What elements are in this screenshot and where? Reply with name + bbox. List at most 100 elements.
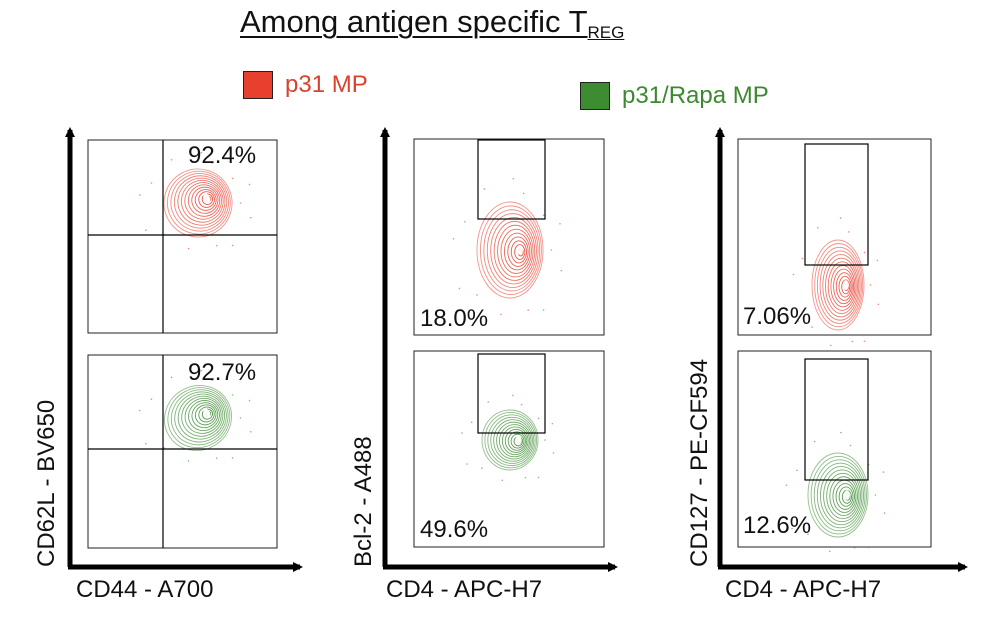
outlier-dot-0-1	[215, 457, 218, 459]
outlier-dot-1-1	[544, 439, 546, 441]
outlier-dot-2-1	[807, 533, 809, 536]
contour-0-0	[163, 168, 233, 238]
contour-0-0-level	[167, 170, 231, 235]
figure-title-main: Among antigen specific T	[240, 4, 588, 39]
contour-1-0-level	[476, 201, 544, 299]
outlier-dot-2-0	[876, 259, 879, 262]
contour-2-0-level	[816, 246, 862, 324]
rectangle-gate-2-0	[804, 143, 869, 266]
outlier-dot-1-1	[524, 476, 527, 479]
outlier-dot-2-0	[816, 226, 819, 229]
contour-0-0-level	[177, 177, 226, 226]
outlier-dot-1-1	[501, 479, 504, 482]
outlier-dot-2-1	[796, 469, 798, 472]
outlier-dot-1-0	[527, 309, 529, 312]
legend-label-p31-rapa: p31/Rapa MP	[622, 82, 769, 109]
outlier-dot-2-0	[839, 217, 842, 219]
contour-2-0-level	[827, 261, 857, 311]
outlier-dot-0-1	[249, 430, 252, 433]
percent-label-cd127-rapa: 12.6%	[743, 512, 812, 539]
figure-title: Among antigen specific TREG	[240, 4, 624, 43]
outlier-dot-2-1	[853, 546, 856, 549]
outlier-dot-2-1	[840, 431, 842, 434]
contour-1-1-level	[481, 409, 539, 471]
outlier-dot-2-1	[867, 546, 870, 549]
contour-0-1-level	[167, 387, 231, 449]
contour-1-0-level	[493, 220, 536, 281]
outlier-dot-1-1	[466, 463, 468, 465]
contour-1-1-level	[487, 414, 536, 467]
contour-2-0-level	[825, 257, 858, 315]
percent-label-cd62l-p31: 92.4%	[188, 142, 257, 169]
contour-2-1-level	[823, 469, 861, 523]
plot-panel-2-1	[737, 350, 932, 548]
contour-2-0-level	[833, 268, 855, 305]
contour-1-0-core	[516, 245, 523, 255]
contour-2-0-level	[822, 254, 860, 318]
outlier-dot-0-1	[200, 369, 203, 372]
outlier-dot-0-1	[239, 417, 242, 419]
outlier-dot-1-0	[464, 220, 466, 223]
outlier-dot-1-0	[458, 287, 461, 290]
outlier-dot-2-1	[882, 471, 885, 473]
plot-panel-0-1	[87, 354, 278, 549]
contour-0-1-level	[181, 395, 224, 437]
contour-0-1-level	[198, 406, 215, 423]
contour-0-0-level	[180, 179, 224, 223]
contour-1-1-level	[501, 426, 529, 456]
percent-label-bcl2-rapa: 49.6%	[420, 516, 489, 543]
contour-0-0-level	[163, 168, 233, 238]
outlier-dot-1-0	[476, 294, 478, 296]
contour-2-0-core	[842, 280, 849, 290]
contour-1-0-level	[497, 224, 534, 278]
outlier-dot-0-0	[138, 194, 141, 196]
legend-swatch-p31	[243, 71, 273, 99]
outlier-dot-2-1	[791, 527, 793, 530]
legend-label-p31: p31 MP	[285, 71, 368, 98]
outlier-dot-0-0	[248, 183, 251, 186]
contour-1-0-level	[507, 236, 529, 267]
contour-2-1-level	[838, 486, 854, 507]
contour-2-1-level	[813, 459, 866, 532]
outlier-dot-1-1	[537, 417, 540, 420]
outlier-dot-1-1	[481, 467, 483, 469]
outlier-dot-1-0	[560, 269, 562, 272]
contour-0-1-level	[191, 402, 219, 429]
outlier-dot-0-1	[231, 457, 234, 459]
contour-1-0-level	[490, 217, 537, 285]
contour-0-0-level	[194, 188, 217, 211]
outlier-dot-1-1	[552, 452, 555, 454]
contour-1-1-level	[504, 428, 528, 453]
outlier-dot-0-0	[249, 216, 252, 219]
contour-1-1-level	[498, 424, 531, 458]
outlier-dot-2-0	[877, 303, 880, 306]
plot-panel-2-0	[737, 138, 932, 336]
contour-2-1-level	[829, 476, 858, 516]
rectangle-gate-2-1	[804, 358, 869, 481]
outlier-dot-0-1	[211, 379, 213, 382]
contour-2-0-level	[814, 243, 864, 328]
contour-1-0-level	[514, 244, 526, 260]
contour-1-0-level	[486, 213, 539, 288]
x-axis-label-cd4-b: CD4 - APC-H7	[725, 576, 882, 603]
plot-panel-0-0	[87, 139, 278, 334]
legend-item-p31-rapa: p31/Rapa MP	[580, 82, 769, 110]
contour-0-0-core	[203, 193, 211, 203]
outlier-dot-1-0	[550, 249, 553, 251]
contour-0-1-level	[184, 397, 222, 434]
outlier-dot-0-0	[231, 177, 234, 180]
contour-0-0-level	[187, 184, 221, 217]
rectangle-gate-1-0	[477, 139, 546, 220]
outlier-dot-0-0	[215, 244, 218, 247]
outlier-dot-2-0	[863, 251, 866, 254]
contour-1-1-level	[490, 416, 535, 464]
outlier-dot-0-0	[200, 151, 203, 154]
contour-0-0-level	[170, 173, 229, 232]
outlier-dot-2-1	[849, 444, 852, 447]
outlier-dot-1-1	[512, 394, 514, 397]
contour-1-1-level	[484, 411, 538, 469]
contour-1-0-level	[479, 205, 542, 295]
outlier-dot-1-1	[487, 401, 490, 403]
outlier-dot-0-0	[187, 247, 190, 250]
contour-0-1-level	[174, 391, 227, 443]
